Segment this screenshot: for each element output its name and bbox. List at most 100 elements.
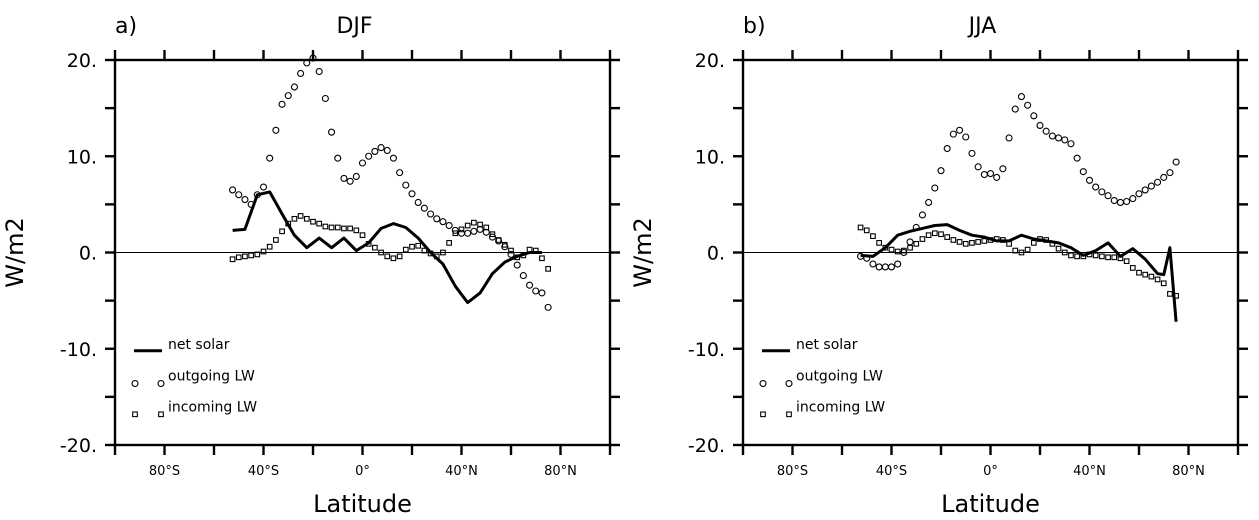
- panel-title: JJA: [967, 14, 997, 39]
- incoming-lw-point: [229, 256, 236, 263]
- outgoing-lw-point: [544, 303, 552, 311]
- y-tick-label: -10.: [60, 339, 97, 361]
- incoming-lw-point: [353, 227, 360, 234]
- outgoing-lw-point: [1017, 93, 1025, 101]
- incoming-lw-point: [409, 243, 415, 250]
- outgoing-lw-point: [1135, 190, 1143, 198]
- incoming-lw-point: [322, 223, 329, 230]
- incoming-lw-point: [464, 222, 471, 229]
- legend-label: net solar: [796, 337, 858, 353]
- outgoing-lw-point: [1160, 173, 1168, 181]
- incoming-lw-point: [310, 218, 316, 225]
- incoming-lw-point: [1061, 249, 1068, 256]
- incoming-lw-point: [962, 240, 969, 247]
- outgoing-lw-point: [352, 172, 360, 181]
- incoming-lw-point: [248, 252, 254, 259]
- incoming-lw-point: [1136, 269, 1142, 276]
- outgoing-lw-point: [1030, 112, 1038, 120]
- outgoing-lw-point: [1129, 195, 1137, 203]
- incoming-lw-point: [285, 220, 292, 227]
- incoming-lw-point: [372, 244, 378, 251]
- incoming-lw-point: [260, 248, 267, 255]
- incoming-lw-point: [1018, 249, 1025, 256]
- legend-circle-icon: [759, 379, 767, 388]
- outgoing-lw-point: [968, 149, 976, 157]
- outgoing-lw-point: [906, 238, 914, 246]
- y-tick-label: -20.: [60, 435, 97, 457]
- outgoing-lw-point: [949, 130, 957, 138]
- outgoing-lw-point: [1011, 105, 1019, 113]
- y-tick-label: 10.: [67, 146, 97, 168]
- incoming-lw-point: [341, 225, 347, 232]
- incoming-lw-point: [1049, 240, 1056, 247]
- outgoing-lw-point: [999, 165, 1007, 173]
- incoming-lw-point: [1074, 253, 1080, 260]
- outgoing-lw-point: [894, 260, 902, 268]
- incoming-lw-point: [526, 246, 533, 253]
- incoming-lw-point: [359, 232, 366, 239]
- incoming-lw-point: [907, 244, 913, 251]
- outgoing-lw-point: [365, 152, 373, 160]
- outgoing-lw-point: [507, 250, 515, 258]
- outgoing-lw-point: [501, 243, 509, 251]
- incoming-lw-point: [1123, 258, 1130, 265]
- incoming-lw-point: [1068, 252, 1074, 259]
- outgoing-lw-point: [1154, 178, 1162, 186]
- incoming-lw-point: [950, 237, 957, 243]
- outgoing-lw-point: [857, 252, 865, 260]
- outgoing-lw-point: [519, 272, 527, 280]
- outgoing-lw-point: [532, 287, 540, 295]
- incoming-lw-point: [925, 232, 932, 239]
- incoming-lw-point: [1117, 255, 1124, 262]
- incoming-lw-point: [396, 253, 403, 260]
- incoming-lw-point: [1080, 253, 1087, 260]
- outgoing-lw-point: [272, 126, 280, 134]
- incoming-lw-point: [365, 240, 372, 247]
- legend-label: incoming LW: [796, 399, 885, 415]
- outgoing-lw-point: [266, 154, 274, 162]
- outgoing-lw-point: [297, 69, 305, 78]
- incoming-lw-point: [987, 237, 994, 243]
- outgoing-lw-point: [402, 181, 410, 189]
- outgoing-lw-point: [1116, 198, 1124, 206]
- legend: net solar outgoing LW incoming LW: [131, 337, 257, 418]
- series-outgoing-lw: [857, 93, 1180, 271]
- incoming-lw-point: [501, 241, 508, 248]
- incoming-lw-point: [235, 254, 242, 261]
- incoming-lw-point: [433, 253, 440, 260]
- legend-square-icon: [158, 411, 164, 418]
- outgoing-lw-point: [526, 281, 534, 289]
- outgoing-lw-point: [241, 196, 249, 204]
- outgoing-lw-point: [433, 215, 441, 223]
- outgoing-lw-point: [900, 248, 908, 257]
- incoming-lw-point: [876, 240, 882, 246]
- incoming-lw-point: [882, 244, 889, 251]
- incoming-lw-point: [427, 250, 434, 257]
- x-tick-label: 80°N: [1172, 464, 1205, 479]
- outgoing-lw-point: [1061, 136, 1069, 144]
- outgoing-lw-point: [1172, 158, 1180, 166]
- incoming-lw-point: [334, 224, 341, 231]
- incoming-lw-point: [938, 231, 944, 238]
- series-incoming-lw: [229, 213, 551, 272]
- outgoing-lw-point: [334, 154, 342, 162]
- net-solar-line: [860, 223, 1178, 322]
- outgoing-lw-point: [1141, 186, 1149, 194]
- incoming-lw-point: [1000, 237, 1006, 243]
- outgoing-lw-point: [284, 92, 292, 100]
- x-tick-label: 80°S: [149, 464, 180, 479]
- incoming-lw-point: [489, 231, 496, 238]
- incoming-lw-point: [508, 247, 514, 254]
- incoming-lw-point: [452, 230, 459, 237]
- outgoing-lw-point: [247, 200, 255, 208]
- net-solar-line: [232, 190, 542, 305]
- outgoing-lw-point: [1067, 140, 1075, 148]
- incoming-lw-point: [1111, 254, 1118, 261]
- legend-label: outgoing LW: [796, 369, 883, 385]
- outgoing-lw-point: [278, 100, 286, 108]
- outgoing-lw-point: [1098, 188, 1106, 196]
- incoming-lw-point: [390, 255, 397, 262]
- outgoing-lw-point: [488, 233, 496, 241]
- legend-square-icon: [786, 411, 792, 418]
